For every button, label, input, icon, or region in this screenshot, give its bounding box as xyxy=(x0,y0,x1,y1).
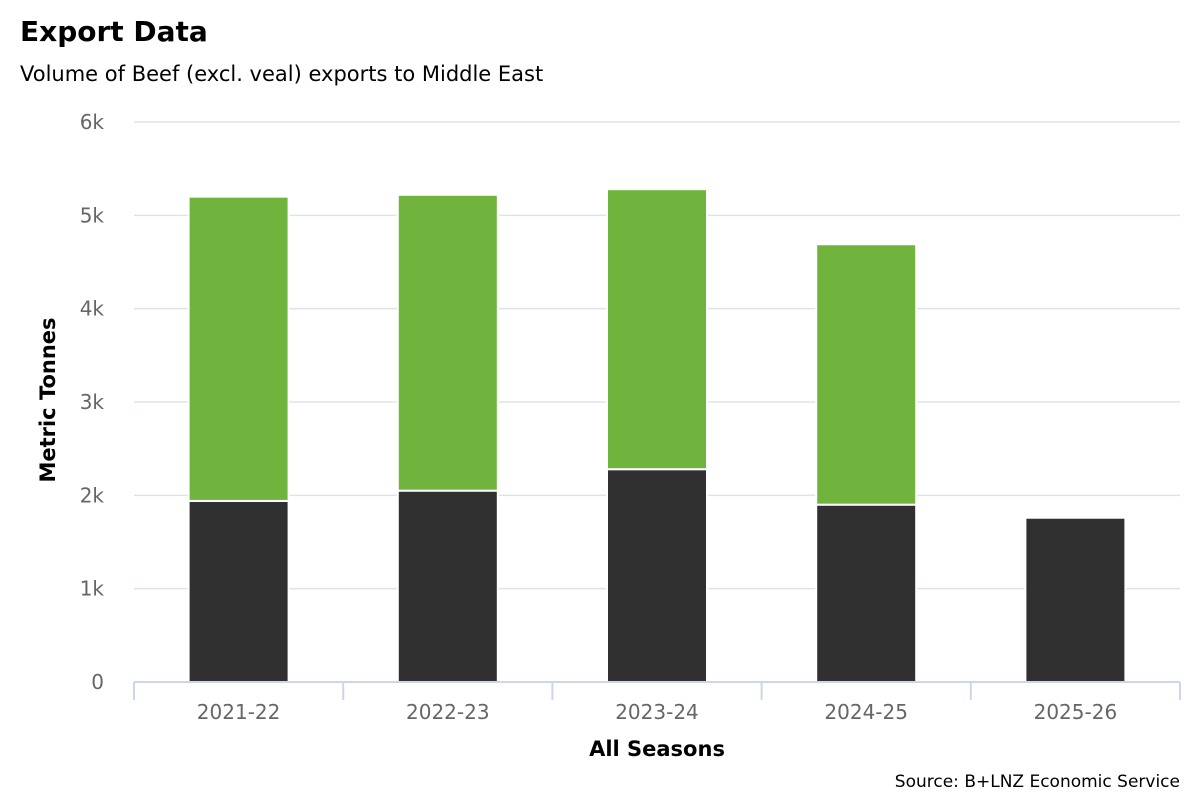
y-tick-label: 4k xyxy=(80,297,105,321)
bar-green-2022-23[interactable] xyxy=(396,193,499,492)
source-note: Source: B+LNZ Economic Service xyxy=(894,772,1180,792)
x-tick-label: 2022-23 xyxy=(406,700,490,724)
y-axis-title: Metric Tonnes xyxy=(36,317,60,482)
x-tick-label: 2021-22 xyxy=(197,700,281,724)
x-tick-label: 2025-26 xyxy=(1034,700,1118,724)
bar-green-2024-25[interactable] xyxy=(815,243,918,506)
x-tick-label: 2024-25 xyxy=(824,700,908,724)
y-tick-label: 1k xyxy=(80,577,105,601)
y-tick-label: 6k xyxy=(80,110,105,134)
bar-dark-2025-26[interactable] xyxy=(1024,516,1127,683)
x-axis-title: All Seasons xyxy=(589,737,725,761)
y-tick-label: 3k xyxy=(80,390,105,414)
y-tick-label: 5k xyxy=(80,203,105,227)
bar-dark-2023-24[interactable] xyxy=(606,468,708,684)
bar-dark-2024-25[interactable] xyxy=(815,503,918,683)
bar-dark-2021-22[interactable] xyxy=(187,499,290,683)
bar-green-2021-22[interactable] xyxy=(187,195,290,502)
bar-dark-2022-23[interactable] xyxy=(396,489,499,683)
bars xyxy=(187,188,1127,684)
x-tick-label: 2023-24 xyxy=(615,700,699,724)
chart-title: Export Data xyxy=(20,15,208,48)
chart-subtitle: Volume of Beef (excl. veal) exports to M… xyxy=(20,62,544,86)
bar-green-2023-24[interactable] xyxy=(606,188,708,471)
y-tick-label: 2k xyxy=(80,483,105,507)
y-axis-ticks: 0 1k 2k 3k 4k 5k 6k xyxy=(80,110,105,694)
y-tick-label: 0 xyxy=(91,670,104,694)
x-axis: 2021-22 2022-23 2023-24 2024-25 2025-26 xyxy=(133,681,1181,724)
